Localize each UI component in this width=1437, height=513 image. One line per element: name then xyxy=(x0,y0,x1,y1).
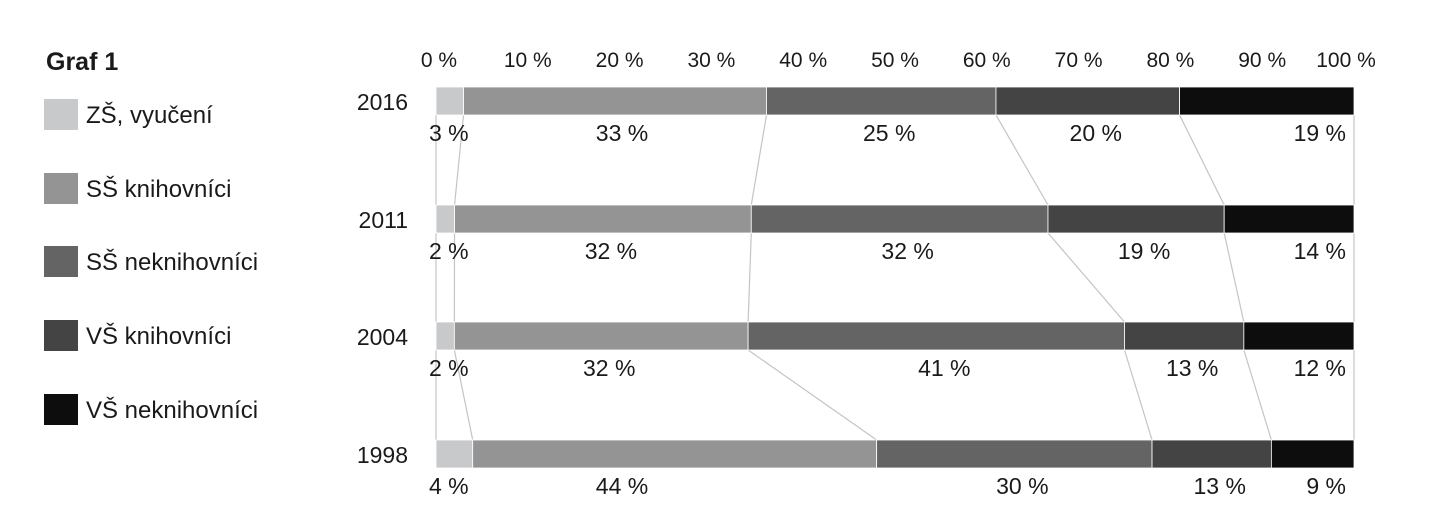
legend-label-ss-knihovnici: SŠ knihovníci xyxy=(86,175,231,203)
x-axis-ticks: 0 % 10 % 20 % 30 % 40 % 50 % 60 % 70 % 80 % 90 % 1… xyxy=(421,49,1376,72)
data-labels: 3 % 33 % 25 % 20 % 19 % 2 % 32 % 32 % 19 % 14 % 2 … xyxy=(429,120,1346,499)
connector-line xyxy=(747,349,877,441)
bar-zs-vyuceni-1998 xyxy=(435,439,474,469)
legend-swatch-ss-knihovnici xyxy=(44,173,78,204)
data-label-zs-vyuceni-2016: 3 % xyxy=(429,120,469,146)
bar-zs-vyuceni-2004 xyxy=(435,321,455,351)
legend-label-vs-knihovnici: VŠ knihovníci xyxy=(86,322,231,350)
bar-ss-neknihovnici-2011 xyxy=(750,204,1049,234)
category-label-2016: 2016 xyxy=(357,89,408,115)
x-tick-label: 90 % xyxy=(1238,49,1286,72)
x-tick-label: 80 % xyxy=(1146,49,1194,72)
connector-line xyxy=(995,114,1049,206)
data-label-vs-knihovnici-2011: 19 % xyxy=(1118,238,1170,264)
bar-ss-neknihovnici-2004 xyxy=(747,321,1125,351)
legend: ZŠ, vyučení SŠ knihovníci SŠ neknihovníci V… xyxy=(44,99,258,425)
bar-vs-knihovnici-2016 xyxy=(995,86,1180,116)
legend-label-vs-neknihovnici: VŠ neknihovníci xyxy=(86,396,258,424)
bar-vs-neknihovnici-2004 xyxy=(1243,321,1355,351)
bar-ss-neknihovnici-1998 xyxy=(876,439,1153,469)
data-label-ss-knihovnici-1998: 44 % xyxy=(596,473,648,499)
x-tick-label: 40 % xyxy=(779,49,827,72)
data-label-vs-knihovnici-1998: 13 % xyxy=(1193,473,1245,499)
category-label-2011: 2011 xyxy=(359,207,408,233)
bar-zs-vyuceni-2011 xyxy=(435,204,455,234)
data-label-vs-knihovnici-2004: 13 % xyxy=(1166,355,1218,381)
connector-line xyxy=(1123,349,1153,441)
bar-ss-knihovnici-2004 xyxy=(453,321,749,351)
x-tick-label: 50 % xyxy=(871,49,919,72)
bar-ss-knihovnici-2011 xyxy=(454,204,752,234)
connector-line xyxy=(1179,114,1225,206)
connector-line xyxy=(453,114,465,206)
legend-swatch-zs-vyuceni xyxy=(44,99,78,130)
bar-vs-neknihovnici-1998 xyxy=(1270,439,1355,469)
x-tick-label: 60 % xyxy=(963,49,1011,72)
category-label-1998: 1998 xyxy=(357,442,408,468)
data-label-ss-knihovnici-2016: 33 % xyxy=(596,120,648,146)
data-label-vs-neknihovnici-1998: 9 % xyxy=(1306,473,1346,499)
x-tick-label: 20 % xyxy=(596,49,644,72)
legend-swatch-ss-neknihovnici xyxy=(44,246,78,277)
data-label-vs-knihovnici-2016: 20 % xyxy=(1070,120,1122,146)
bar-ss-neknihovnici-2016 xyxy=(766,86,997,116)
x-tick-label: 0 % xyxy=(421,49,457,72)
x-tick-label: 100 % xyxy=(1316,49,1376,72)
legend-label-zs-vyuceni: ZŠ, vyučení xyxy=(86,101,213,129)
data-label-ss-knihovnici-2004: 32 % xyxy=(583,355,635,381)
category-label-2004: 2004 xyxy=(357,324,408,350)
data-label-ss-neknihovnici-2016: 25 % xyxy=(863,120,915,146)
x-tick-label: 10 % xyxy=(504,49,552,72)
x-tick-label: 70 % xyxy=(1055,49,1103,72)
data-label-vs-neknihovnici-2016: 19 % xyxy=(1294,120,1346,146)
bar-ss-knihovnici-2016 xyxy=(463,86,767,116)
data-label-zs-vyuceni-1998: 4 % xyxy=(429,473,469,499)
bar-vs-knihovnici-2011 xyxy=(1047,204,1225,234)
legend-label-ss-neknihovnici: SŠ neknihovníci xyxy=(86,248,258,276)
bar-vs-knihovnici-1998 xyxy=(1151,439,1272,469)
data-label-ss-neknihovnici-1998: 30 % xyxy=(996,473,1048,499)
connector-line xyxy=(453,349,474,441)
connector-lines xyxy=(435,114,1355,441)
bars: 2016 2011 2004 1998 xyxy=(357,86,1355,469)
bar-vs-neknihovnici-2011 xyxy=(1223,204,1355,234)
data-label-zs-vyuceni-2004: 2 % xyxy=(429,355,469,381)
legend-swatch-vs-neknihovnici xyxy=(44,394,78,425)
connector-line xyxy=(1223,232,1245,323)
data-label-zs-vyuceni-2011: 2 % xyxy=(429,238,469,264)
connector-line xyxy=(1243,349,1272,441)
bar-vs-neknihovnici-2016 xyxy=(1179,86,1355,116)
connector-line xyxy=(1047,232,1125,323)
bar-ss-knihovnici-1998 xyxy=(472,439,878,469)
legend-swatch-vs-knihovnici xyxy=(44,320,78,351)
bar-zs-vyuceni-2016 xyxy=(435,86,464,116)
connector-line xyxy=(750,114,768,206)
data-label-ss-knihovnici-2011: 32 % xyxy=(585,238,637,264)
data-label-ss-neknihovnici-2004: 41 % xyxy=(918,355,970,381)
x-tick-label: 30 % xyxy=(687,49,735,72)
data-label-ss-neknihovnici-2011: 32 % xyxy=(881,238,933,264)
data-label-vs-neknihovnici-2011: 14 % xyxy=(1294,238,1346,264)
bar-vs-knihovnici-2004 xyxy=(1124,321,1245,351)
connector-line xyxy=(747,232,752,323)
chart-title: Graf 1 xyxy=(46,48,118,76)
data-label-vs-neknihovnici-2004: 12 % xyxy=(1294,355,1346,381)
